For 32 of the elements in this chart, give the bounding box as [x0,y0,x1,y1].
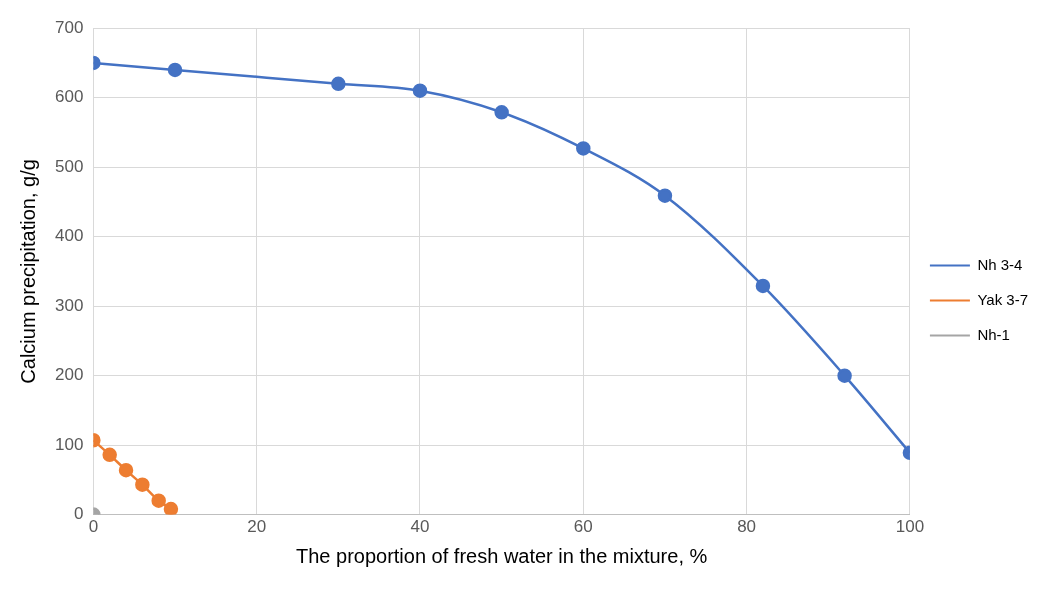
y-tick-label: 100 [54,434,84,454]
y-tick-label: 400 [54,226,84,246]
legend-label: Nh 3-4 [977,255,1023,273]
legend-label: Yak 3-7 [977,290,1029,308]
x-tick-label: 40 [410,517,430,537]
point [657,188,673,203]
legend-label: Nh-1 [977,325,1010,343]
point [331,76,346,92]
y-tick-label: 300 [54,295,84,315]
y-axis-title: Calcium precipitation, g/g [16,159,39,384]
x-tick-label: 80 [737,517,757,537]
x-tick-label: 0 [88,517,99,537]
y-tick-label: 500 [54,156,84,176]
point [163,501,179,515]
y-tick-label: 700 [54,17,84,37]
point [576,141,591,156]
x-axis-title: The proportion of fresh water in the mixture, % [295,544,708,567]
y-tick-label: 200 [54,365,84,385]
point [102,447,117,463]
point [118,462,134,478]
point [494,105,509,120]
x-tick-label: 100 [895,517,925,537]
point [151,493,166,508]
y-tick-label: 600 [54,87,84,107]
x-tick-label: 20 [247,517,267,537]
point [412,83,428,98]
y-tick-label: 0 [73,504,84,524]
point [755,278,771,294]
point [837,368,852,383]
point [135,477,150,492]
x-tick-label: 60 [573,517,593,537]
point [167,62,183,78]
